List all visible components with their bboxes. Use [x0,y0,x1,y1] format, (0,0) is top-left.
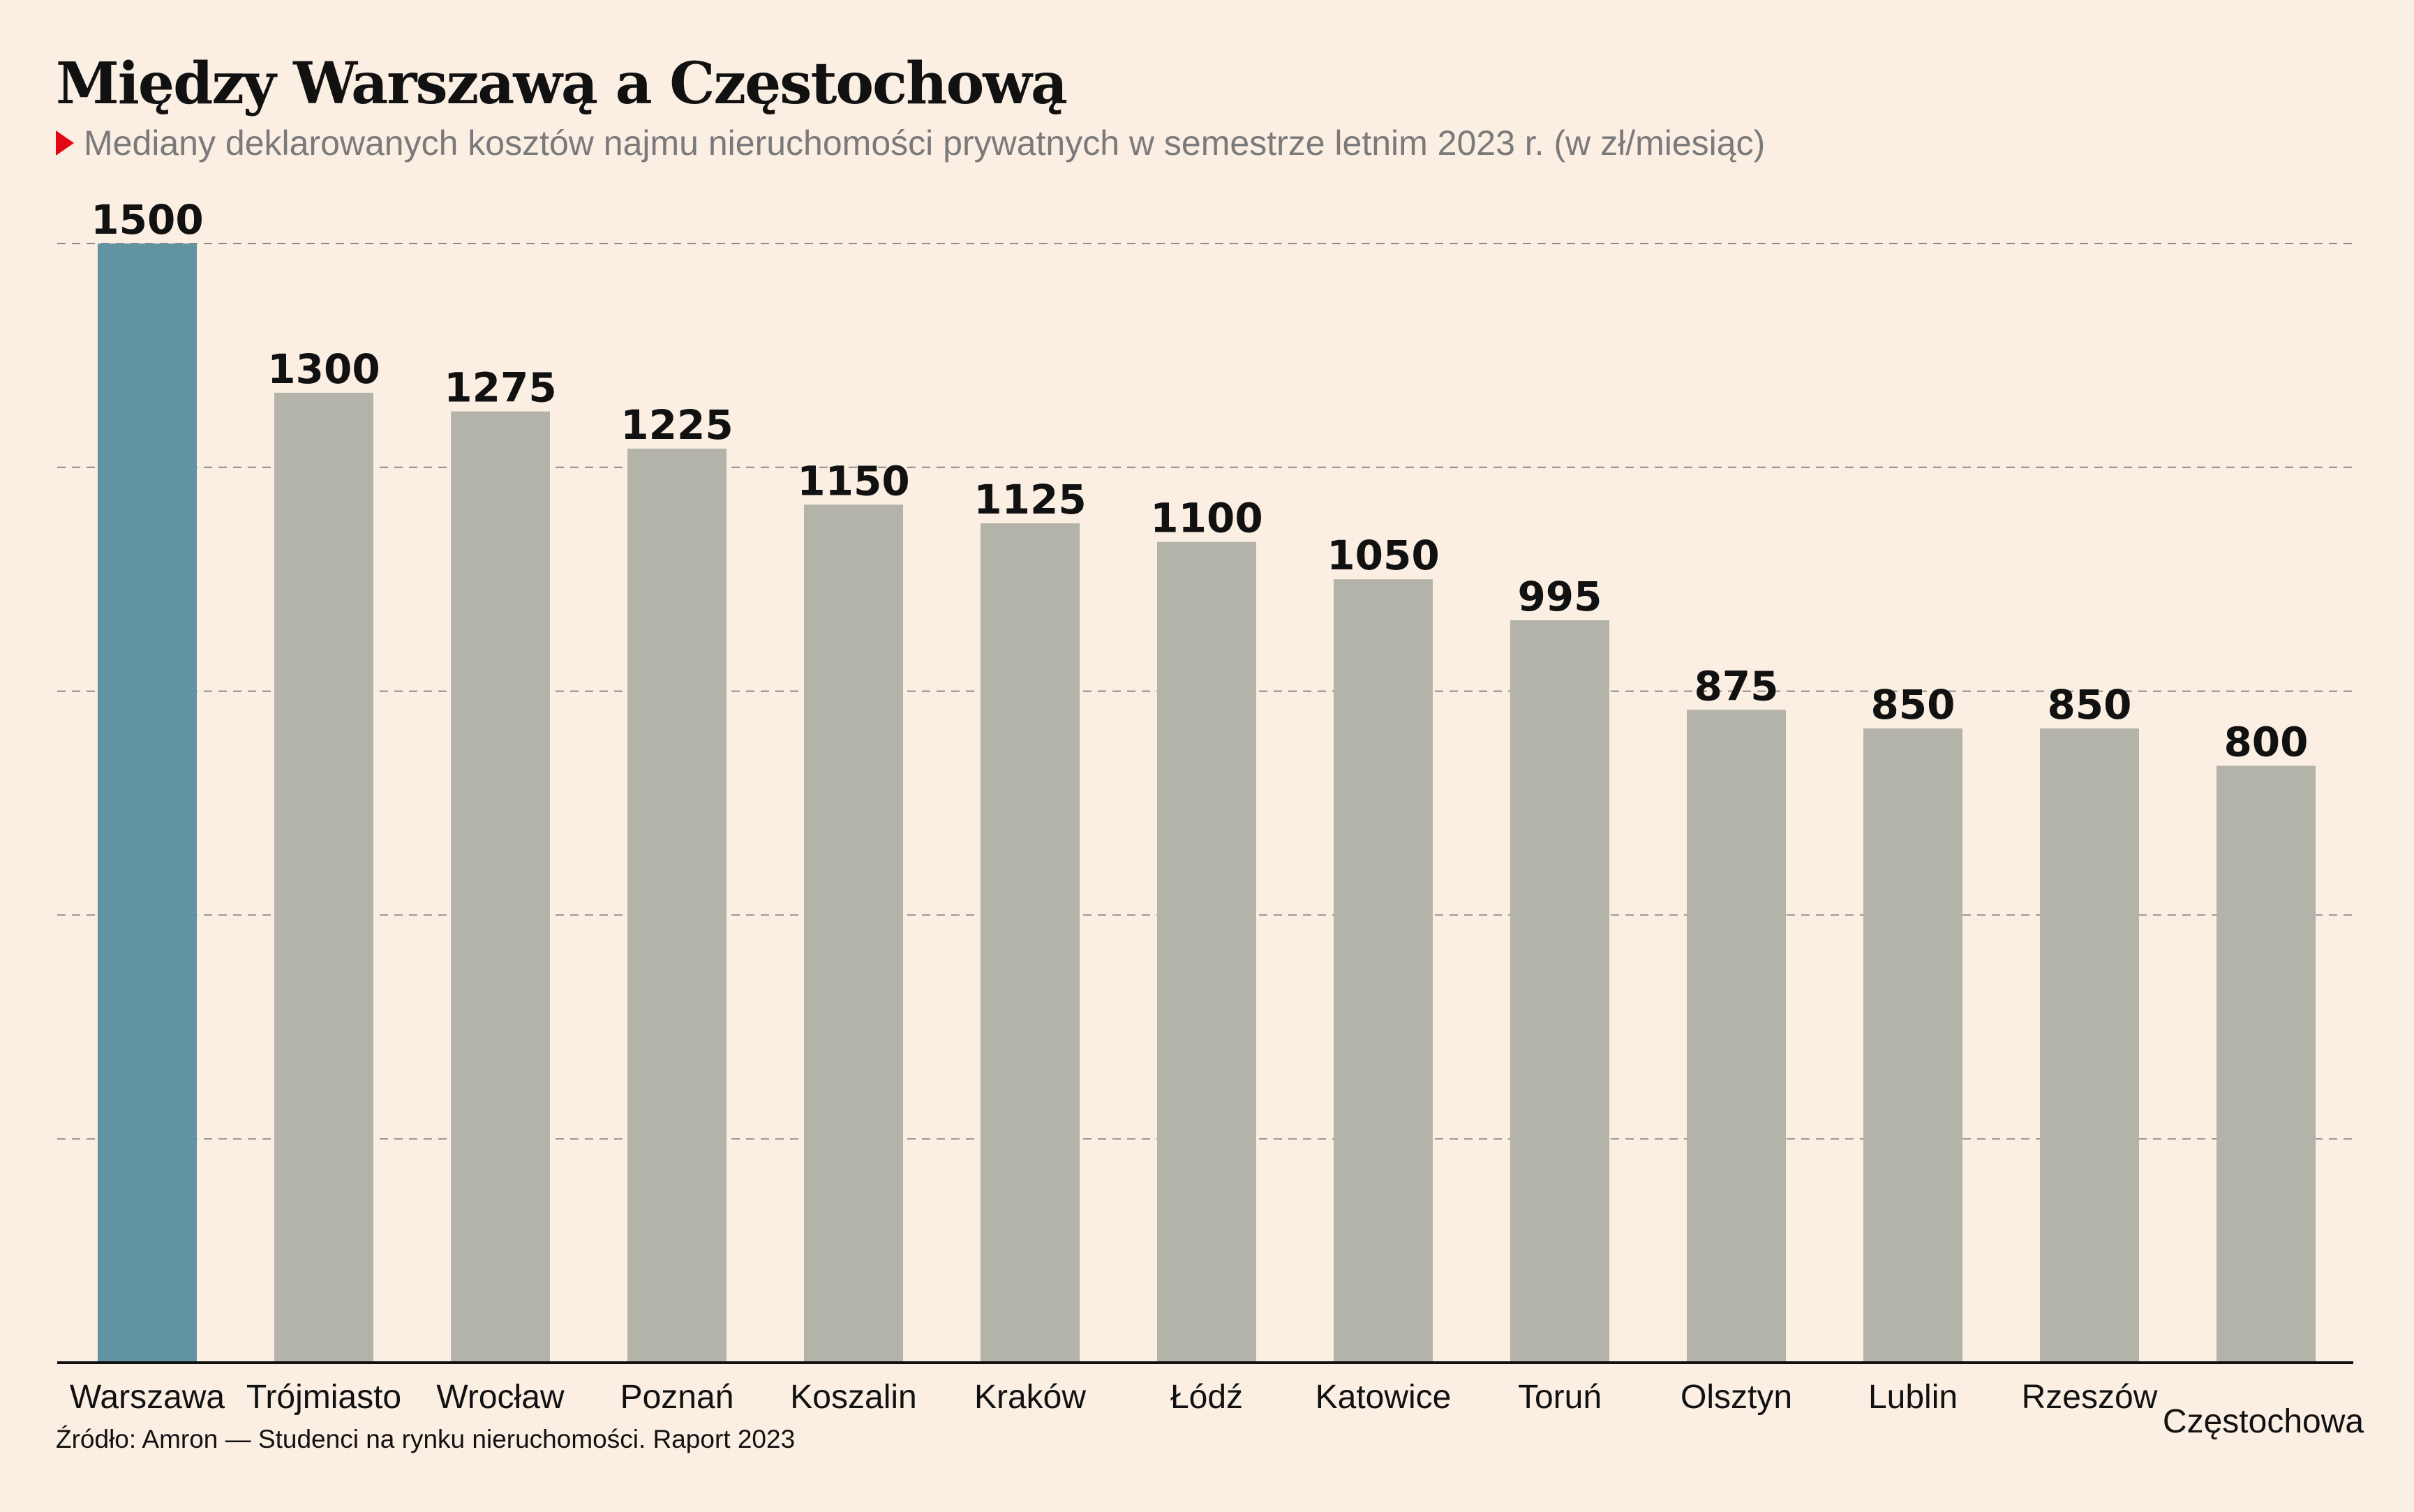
category-label-1: Trójmiasto [246,1379,401,1416]
category-label-8: Toruń [1518,1379,1602,1416]
bar-2 [451,411,550,1363]
value-label-12: 800 [2223,719,2308,766]
chart-title: Między Warszawą a Częstochową [56,50,1068,117]
category-label-5: Kraków [974,1379,1086,1416]
bar-5 [981,523,1080,1363]
category-label-3: Poznań [620,1379,734,1416]
bar-9 [1687,710,1786,1363]
bar-0 [98,244,197,1363]
bars [98,244,2316,1363]
bar-4 [804,504,903,1363]
bar-3 [627,449,727,1363]
bar-8 [1510,620,1609,1363]
bar-11 [2040,728,2139,1363]
value-labels: 1500 1300 1275 1225 1150 1125 1100 1050 995 875 85… [91,196,2308,766]
value-label-4: 1150 [797,457,909,504]
bar-10 [1863,728,1962,1363]
value-label-6: 1100 [1150,495,1262,542]
category-label-11: Rzeszów [2022,1379,2158,1416]
subtitle-row: Mediany deklarowanych kosztów najmu nier… [56,123,1765,163]
source-note: Źródło: Amron — Studenci na rynku nieruc… [56,1425,796,1453]
gridlines [57,243,2353,1140]
category-label-10: Lublin [1868,1379,1958,1416]
value-label-2: 1275 [444,364,556,412]
bar-12 [2216,765,2316,1363]
triangle-marker-icon [56,130,74,156]
category-label-4: Koszalin [790,1379,916,1416]
value-label-10: 850 [1870,681,1955,728]
value-label-1: 1300 [267,345,380,393]
bar-6 [1157,541,1256,1363]
category-label-9: Olsztyn [1681,1379,1792,1416]
category-label-7: Katowice [1316,1379,1452,1416]
value-label-0: 1500 [91,196,203,244]
category-label-0: Warszawa [70,1379,225,1416]
value-label-5: 1125 [974,476,1086,523]
value-label-11: 850 [2047,681,2131,728]
category-labels: Warszawa Trójmiasto Wrocław Poznań Koszalin K… [70,1379,2364,1440]
bar-7 [1334,579,1433,1363]
value-label-8: 995 [1517,573,1602,620]
category-label-6: Łódź [1170,1379,1243,1416]
category-label-2: Wrocław [436,1379,564,1416]
value-label-3: 1225 [620,401,733,449]
value-label-7: 1050 [1327,532,1439,579]
category-label-12: Częstochowa [2163,1403,2364,1440]
bar-1 [274,392,373,1363]
value-label-9: 875 [1694,662,1778,710]
chart-subtitle: Mediany deklarowanych kosztów najmu nier… [84,123,1766,163]
